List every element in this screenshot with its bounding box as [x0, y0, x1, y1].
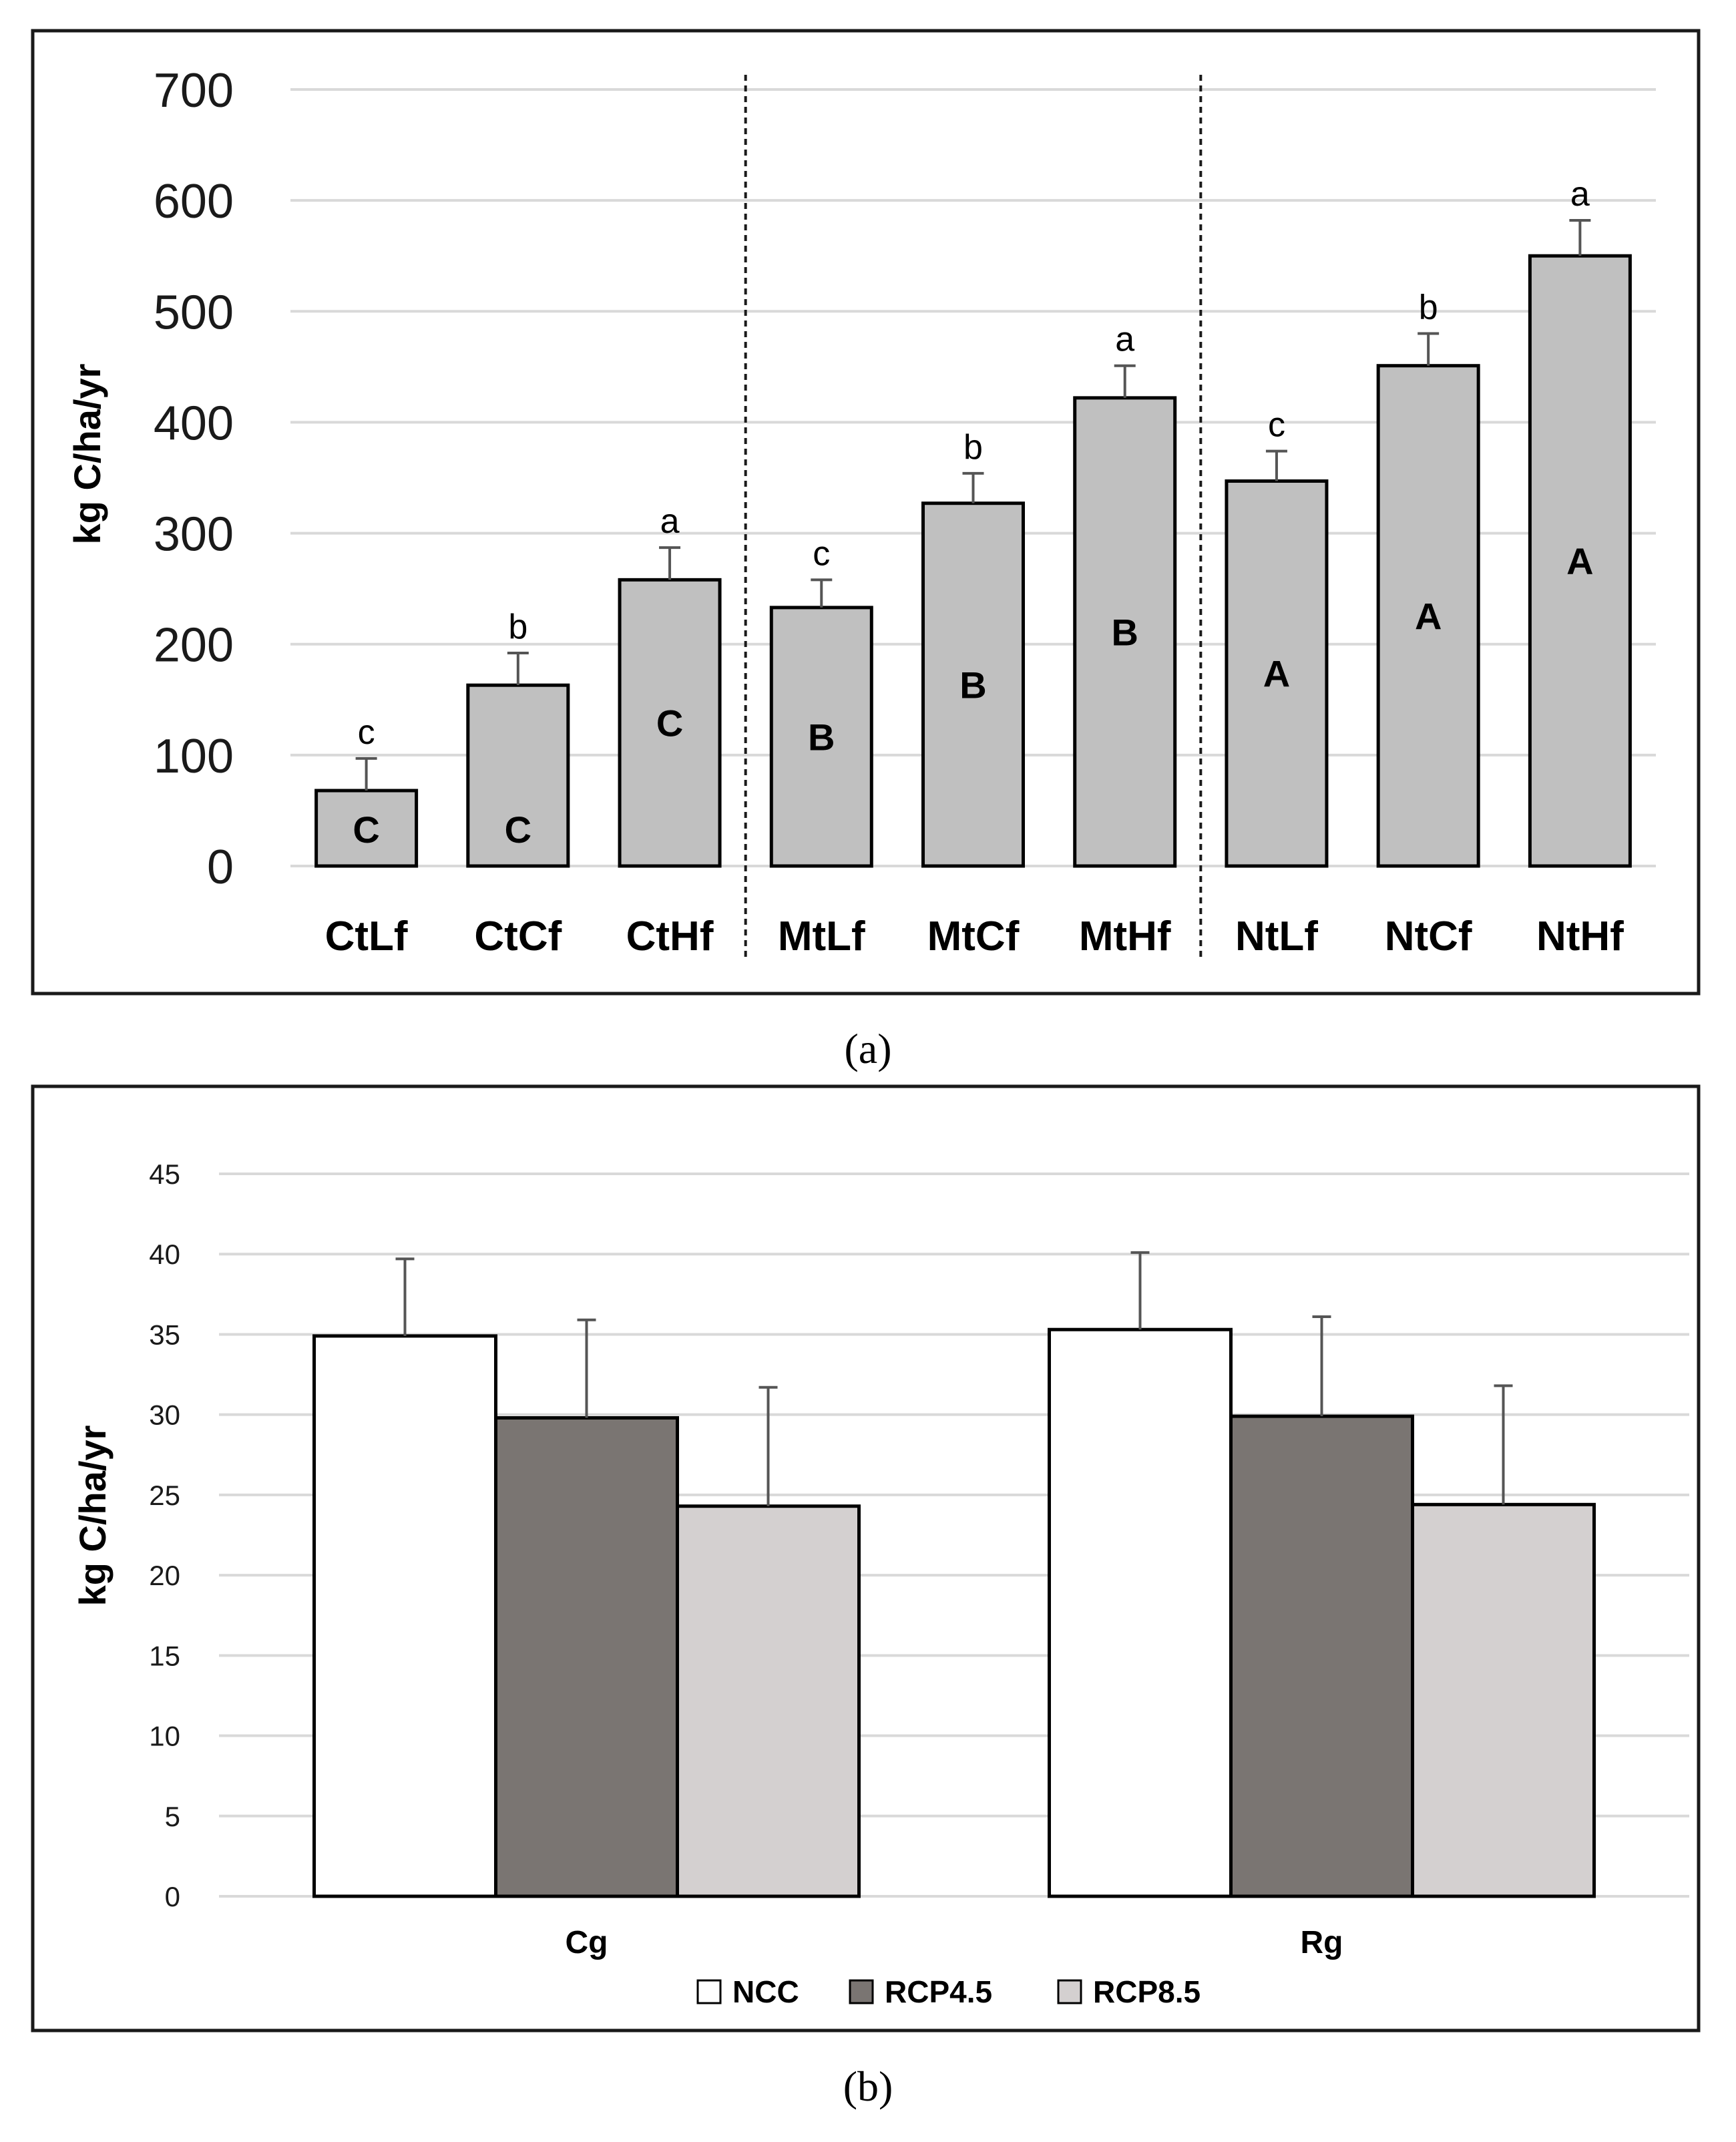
panel-a: 0 100 200 300 400 500 600 700 c b a c b a c b a C C C B B B A… — [31, 29, 1701, 996]
panel-b-y-tick-label: 5 — [165, 1801, 180, 1832]
panel-a-y-tick-label: 100 — [154, 730, 234, 783]
panel-b-y-tick-label: 45 — [149, 1158, 180, 1190]
panel-b-bar — [1411, 1502, 1596, 1898]
panel-a-group-letter: A — [1263, 653, 1290, 695]
panel-a-category-label: CtHf — [626, 913, 714, 959]
panel-b-legend-label: NCC — [732, 1974, 799, 2009]
panel-a-y-axis-label: kg C/ha/yr — [66, 364, 108, 545]
panel-a-y-tick-label: 400 — [154, 397, 234, 450]
panel-a-group-letter: A — [1566, 540, 1593, 582]
panel-a-y-tick-label: 600 — [154, 175, 234, 228]
panel-b-y-tick-label: 10 — [149, 1721, 180, 1752]
panel-a-bar — [1073, 396, 1177, 868]
panel-b-bar — [1229, 1414, 1414, 1898]
panel-b-bar — [1048, 1327, 1233, 1898]
panel-a-group-letter: B — [959, 664, 986, 706]
panel-b-y-tick-label: 15 — [149, 1640, 180, 1671]
panel-a-category-label: CtCf — [474, 913, 562, 959]
panel-b-legend-label: RCP4.5 — [885, 1974, 992, 2009]
panel-a-bar — [1376, 364, 1480, 868]
panel-a-significance-letter: a — [1570, 175, 1590, 214]
panel-a-group-letter: C — [353, 809, 379, 851]
panel-b-y-axis-label: kg C/ha/yr — [71, 1426, 114, 1606]
panel-a-y-tick-label: 300 — [154, 508, 234, 562]
panel-b-legend-label: RCP8.5 — [1093, 1974, 1201, 2009]
panel-b-y-tick-label: 20 — [149, 1560, 180, 1591]
panel-a-group-letter: C — [656, 702, 683, 744]
panel-a-category-label: CtLf — [325, 913, 408, 959]
panel-b-bar — [494, 1416, 679, 1898]
panel-a-y-tick-label: 700 — [154, 64, 234, 118]
panel-b-y-tick-label: 35 — [149, 1319, 180, 1350]
panel-b-y-tick-label: 30 — [149, 1400, 180, 1431]
panel-b-bar — [312, 1334, 497, 1898]
panel-a-category-label: NtLf — [1235, 913, 1318, 959]
panel-b-bar — [676, 1504, 861, 1898]
panel-a-significance-letter: c — [358, 713, 375, 752]
panel-a-group-letter: A — [1415, 595, 1442, 637]
panel-b-legend-swatch — [849, 1979, 874, 2004]
panel-a-y-tick-label: 200 — [154, 619, 234, 672]
panel-a-y-tick-label: 500 — [154, 286, 234, 339]
panel-a-category-label: NtCf — [1385, 913, 1472, 959]
panel-a-significance-letter: c — [1268, 406, 1285, 445]
panel-a-category-label: MtCf — [927, 913, 1020, 959]
panel-a-significance-letter: b — [963, 428, 983, 467]
panel-a-category-label: MtHf — [1079, 913, 1171, 959]
panel-b-legend-swatch — [1057, 1979, 1082, 2004]
panel-a-bar — [1225, 479, 1329, 868]
panel-a-significance-letter: b — [1419, 288, 1438, 327]
panel-a-group-letter: B — [1111, 611, 1138, 653]
panel-b-legend-swatch — [696, 1979, 722, 2004]
panel-a-group-letter: C — [505, 809, 531, 851]
panel-a-bar — [921, 501, 1025, 868]
panel-a-category-label: MtLf — [778, 913, 865, 959]
panel-a-category-label: NtHf — [1536, 913, 1624, 959]
panel-b-y-tick-label: 0 — [165, 1881, 180, 1912]
panel-a-significance-letter: b — [508, 608, 527, 646]
panel-a-y-tick-label: 0 — [207, 841, 234, 894]
panel-a-group-letter: B — [808, 716, 835, 758]
panel-a-significance-letter: a — [660, 502, 680, 541]
panel-b-y-tick-label: 25 — [149, 1480, 180, 1511]
panel-b-y-tick-label: 40 — [149, 1239, 180, 1270]
panel-b-category-label: Rg — [1301, 1925, 1343, 1960]
panel-a-significance-letter: c — [813, 534, 830, 573]
panel-b-category-label: Cg — [566, 1925, 608, 1960]
panel-b-caption: (b) — [843, 2063, 893, 2110]
panel-a-significance-letter: a — [1115, 320, 1134, 359]
panel-a-caption: (a) — [844, 1025, 891, 1072]
